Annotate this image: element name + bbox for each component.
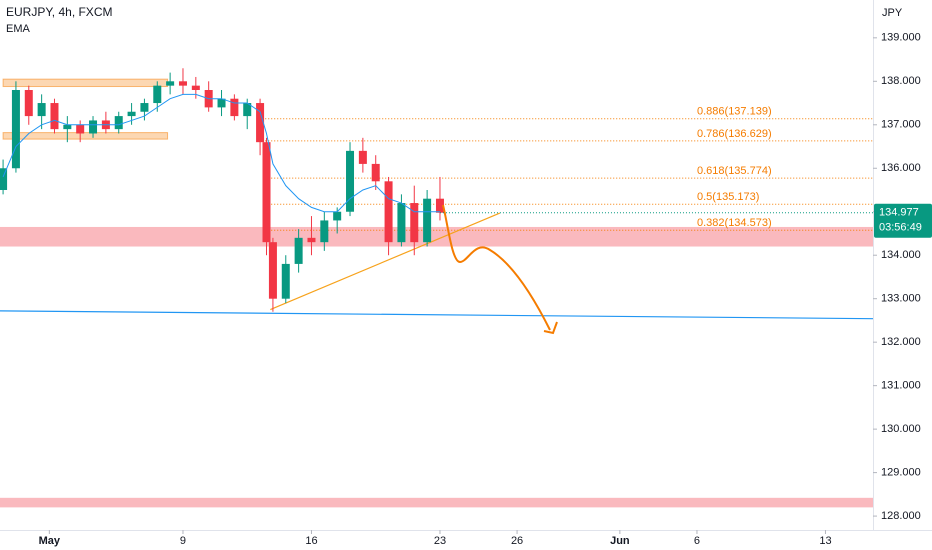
y-tick-label: 136.000 — [881, 162, 921, 174]
support-zone — [0, 497, 873, 508]
candle-body — [423, 198, 432, 243]
candle-body — [89, 120, 98, 134]
x-tick-label: 9 — [180, 535, 186, 547]
candle-body — [230, 98, 239, 117]
y-tick-label: 132.000 — [881, 336, 921, 348]
candle-body — [178, 81, 187, 86]
projection-arrow — [442, 204, 551, 331]
countdown: 03:56:49 — [879, 222, 922, 234]
fib-label: 0.786(136.629) — [697, 128, 772, 140]
candle-body — [76, 124, 85, 134]
range-box — [2, 78, 169, 88]
trend-line — [0, 310, 874, 320]
candle-body — [333, 211, 342, 221]
candle-body — [191, 85, 200, 90]
candle-body — [268, 242, 277, 299]
candle-body — [0, 168, 8, 190]
candle-body — [320, 220, 329, 243]
y-tick-label: 128.000 — [881, 510, 921, 522]
fib-label: 0.618(135.774) — [697, 165, 772, 177]
candle-body — [166, 81, 175, 86]
y-tick-label: 138.000 — [881, 75, 921, 87]
candle-body — [384, 181, 393, 243]
candle-body — [63, 124, 72, 130]
candle-body — [281, 263, 290, 299]
support-zone — [0, 226, 873, 247]
candle-body — [11, 90, 20, 169]
candle-body — [294, 237, 303, 264]
range-box — [2, 132, 169, 140]
candle-body — [114, 116, 123, 130]
candle-body — [435, 198, 444, 213]
fib-label: 0.5(135.173) — [697, 191, 759, 203]
x-tick-label: 6 — [694, 535, 700, 547]
candle-body — [262, 142, 271, 243]
candle-body — [24, 90, 33, 117]
y-tick-label: 129.000 — [881, 467, 921, 479]
candle-body — [243, 103, 252, 117]
x-tick-label: 23 — [434, 535, 446, 547]
chart-title: EURJPY, 4h, FXCM — [6, 5, 112, 19]
candle-body — [140, 103, 149, 112]
y-tick-label: 139.000 — [881, 32, 921, 44]
trend-line — [270, 212, 501, 311]
y-tick-label: 133.000 — [881, 293, 921, 305]
candle-body — [410, 203, 419, 243]
candle-body — [217, 98, 226, 108]
y-tick-label: 134.000 — [881, 249, 921, 261]
candle-body — [346, 150, 355, 212]
ema-line — [2, 93, 440, 213]
candle-body — [397, 203, 406, 243]
candle-body — [50, 103, 59, 130]
fib-label: 0.886(137.139) — [697, 106, 772, 118]
candle-body — [358, 150, 367, 164]
indicator-label: EMA — [6, 23, 31, 35]
candle-body — [371, 163, 380, 182]
x-tick-label: May — [39, 535, 61, 547]
y-tick-label: 131.000 — [881, 380, 921, 392]
currency-label: JPY — [882, 7, 903, 19]
x-tick-label: 16 — [305, 535, 317, 547]
y-tick-label: 137.000 — [881, 119, 921, 131]
y-tick-label: 130.000 — [881, 423, 921, 435]
candle-body — [307, 237, 316, 243]
candle-body — [37, 103, 46, 117]
x-tick-label: 13 — [819, 535, 831, 547]
x-tick-label: Jun — [610, 535, 630, 547]
fib-label: 0.382(134.573) — [697, 217, 772, 229]
last-price: 134.977 — [879, 207, 919, 219]
last-price-box — [874, 203, 932, 238]
candle-body — [127, 111, 136, 117]
x-tick-label: 26 — [511, 535, 523, 547]
candle-body — [153, 85, 162, 104]
candle-body — [256, 103, 265, 143]
plot: 0.886(137.139) 0.786(136.629) 0.618(135.77… — [0, 32, 921, 547]
arrow-head — [543, 321, 558, 335]
